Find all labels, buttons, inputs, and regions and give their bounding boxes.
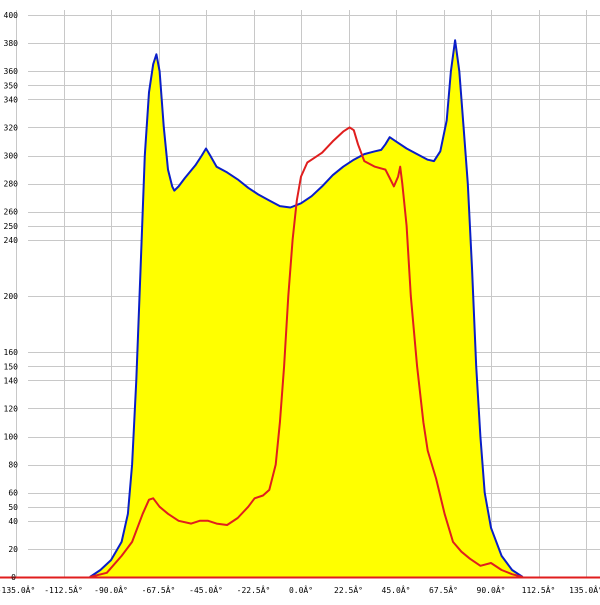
y-tick-label: 60 [8, 489, 18, 498]
y-tick-label: 260 [4, 208, 19, 217]
y-tick-label: 350 [4, 81, 19, 90]
y-tick-label: 100 [4, 433, 19, 442]
x-tick-label: -22.5Â° [237, 584, 271, 595]
x-tick-label: 90.0Â° [477, 584, 506, 595]
x-tick-label: -112.5Â° [44, 584, 83, 595]
y-tick-label: 40 [8, 517, 18, 526]
y-tick-label: 240 [4, 236, 19, 245]
y-tick-label: 120 [4, 404, 19, 413]
x-tick-label: 22.5Â° [334, 584, 363, 595]
x-tick-label: 67.5Â° [429, 584, 458, 595]
y-tick-label: 400 [4, 11, 19, 20]
x-tick-label: -45.0Â° [189, 584, 223, 595]
y-tick-label: 20 [8, 545, 18, 554]
x-tick-label: 135.0Â° [569, 584, 600, 595]
y-tick-label: 380 [4, 39, 19, 48]
x-tick-label: -90.0Â° [94, 584, 128, 595]
x-tick-label: 112.5Â° [522, 584, 556, 595]
x-tick-label: -135.0Â° [0, 584, 35, 595]
y-tick-label: 80 [8, 461, 18, 470]
x-tick-label: 0.0Â° [289, 584, 313, 595]
y-tick-label: 300 [4, 152, 19, 161]
y-tick-label: 360 [4, 67, 19, 76]
y-tick-label: 50 [8, 503, 18, 512]
y-tick-label: 250 [4, 222, 19, 231]
y-tick-label: 150 [4, 362, 19, 371]
y-tick-label: 0 [11, 573, 16, 582]
y-tick-label: 320 [4, 123, 19, 132]
x-tick-label: -67.5Â° [142, 584, 176, 595]
y-tick-label: 140 [4, 376, 19, 385]
y-tick-label: 280 [4, 180, 19, 189]
y-tick-label: 160 [4, 348, 19, 357]
y-tick-label: 200 [4, 292, 19, 301]
x-tick-label: 45.0Â° [382, 584, 411, 595]
y-tick-label: 340 [4, 95, 19, 104]
